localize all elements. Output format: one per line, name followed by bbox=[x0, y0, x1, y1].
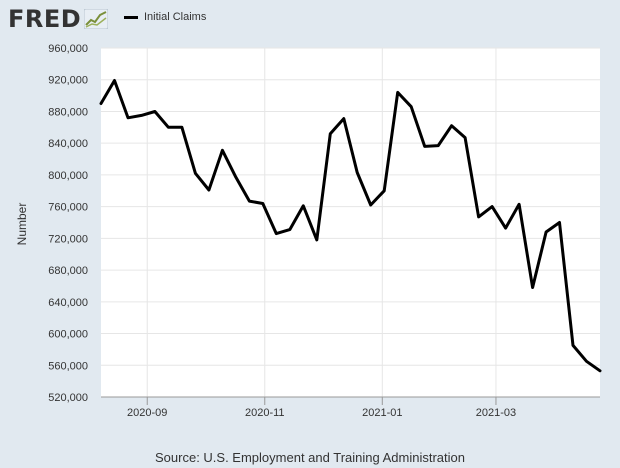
y-tick-label: 720,000 bbox=[48, 233, 88, 245]
y-tick-label: 760,000 bbox=[48, 202, 88, 214]
y-tick-label: 840,000 bbox=[48, 138, 88, 150]
y-tick-label: 880,000 bbox=[48, 106, 88, 118]
fred-chart-logo-icon bbox=[84, 9, 109, 29]
chart-legend[interactable]: Initial Claims bbox=[124, 11, 206, 23]
source-note: Source: U.S. Employment and Training Adm… bbox=[155, 450, 465, 465]
y-tick-label: 560,000 bbox=[48, 360, 88, 372]
x-tick-label: 2021-03 bbox=[476, 407, 516, 419]
fred-wordmark: FRED bbox=[8, 5, 82, 33]
series-line-initial-claims bbox=[99, 79, 602, 373]
x-tick-label: 2020-09 bbox=[127, 407, 167, 419]
y-tick-label: 520,000 bbox=[48, 392, 88, 404]
x-tick-label: 2021-01 bbox=[362, 407, 402, 419]
y-tick-label: 680,000 bbox=[48, 265, 88, 277]
y-tick-label: 960,000 bbox=[48, 43, 88, 55]
y-tick-label: 920,000 bbox=[48, 75, 88, 87]
y-tick-label: 800,000 bbox=[48, 170, 88, 182]
x-tick-label: 2020-11 bbox=[245, 407, 285, 419]
legend-swatch bbox=[124, 15, 138, 19]
plot-area bbox=[101, 48, 600, 397]
fred-logo[interactable]: FRED bbox=[8, 5, 109, 33]
y-tick-label: 640,000 bbox=[48, 297, 88, 309]
y-tick-label: 600,000 bbox=[48, 329, 88, 341]
legend-label: Initial Claims bbox=[144, 11, 207, 23]
y-axis-title: Number bbox=[15, 203, 29, 246]
